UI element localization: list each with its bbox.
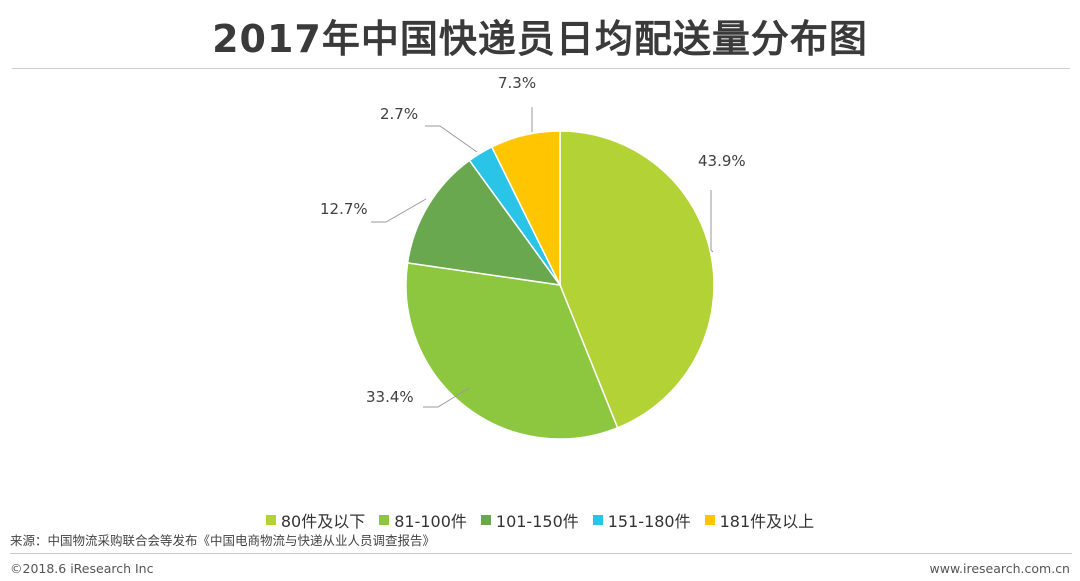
pie-slice [405, 261, 619, 440]
legend-label: 101-150件 [495, 512, 579, 531]
legend-item: 81-100件 [379, 508, 467, 532]
website-url: www.iresearch.com.cn [929, 561, 1071, 576]
legend-label: 151-180件 [607, 512, 691, 531]
leader-line [371, 198, 427, 223]
legend-label: 181件及以上 [719, 512, 815, 531]
copyright: ©2018.6 iResearch Inc [10, 561, 154, 576]
footer-divider [10, 553, 1072, 554]
chart-title: 2017年中国快递员日均配送量分布图 [212, 17, 868, 61]
legend-swatch [379, 515, 390, 525]
legend: 80件及以下 81-100件 101-150件 151-180件 181件及以上 [0, 508, 1080, 532]
title-divider [12, 68, 1070, 69]
legend-item: 151-180件 [592, 508, 691, 532]
leader-line [425, 125, 478, 153]
slice-value-label: 2.7% [380, 105, 419, 123]
leader-line [710, 190, 714, 253]
leader-line [423, 387, 470, 408]
legend-swatch [480, 515, 491, 525]
legend-item: 181件及以上 [704, 508, 815, 532]
source-note: 来源：中国物流采购联合会等发布《中国电商物流与快递从业人员调查报告》 [10, 533, 436, 548]
legend-item: 101-150件 [480, 508, 579, 532]
pie-slice [406, 159, 562, 286]
legend-swatch [704, 515, 715, 525]
legend-item: 80件及以下 [265, 508, 366, 532]
legend-swatch [592, 515, 603, 525]
slice-value-label: 43.9% [698, 152, 746, 170]
slice-value-label: 12.7% [320, 200, 368, 218]
slice-value-label: 7.3% [498, 74, 537, 92]
pie-slice [559, 130, 715, 429]
legend-swatch [265, 515, 276, 525]
legend-label: 81-100件 [394, 512, 467, 531]
slice-value-label: 33.4% [366, 388, 414, 406]
legend-label: 80件及以下 [280, 512, 366, 531]
pie-slice [490, 130, 561, 286]
